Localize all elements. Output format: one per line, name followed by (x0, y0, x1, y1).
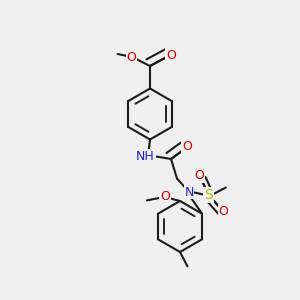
Text: O: O (195, 169, 204, 182)
Text: O: O (182, 140, 192, 154)
Text: O: O (160, 190, 170, 203)
Text: O: O (127, 50, 136, 64)
Text: O: O (219, 205, 228, 218)
Text: O: O (166, 49, 176, 62)
Text: N: N (184, 185, 194, 199)
Text: NH: NH (136, 149, 155, 163)
Text: S: S (204, 188, 213, 202)
